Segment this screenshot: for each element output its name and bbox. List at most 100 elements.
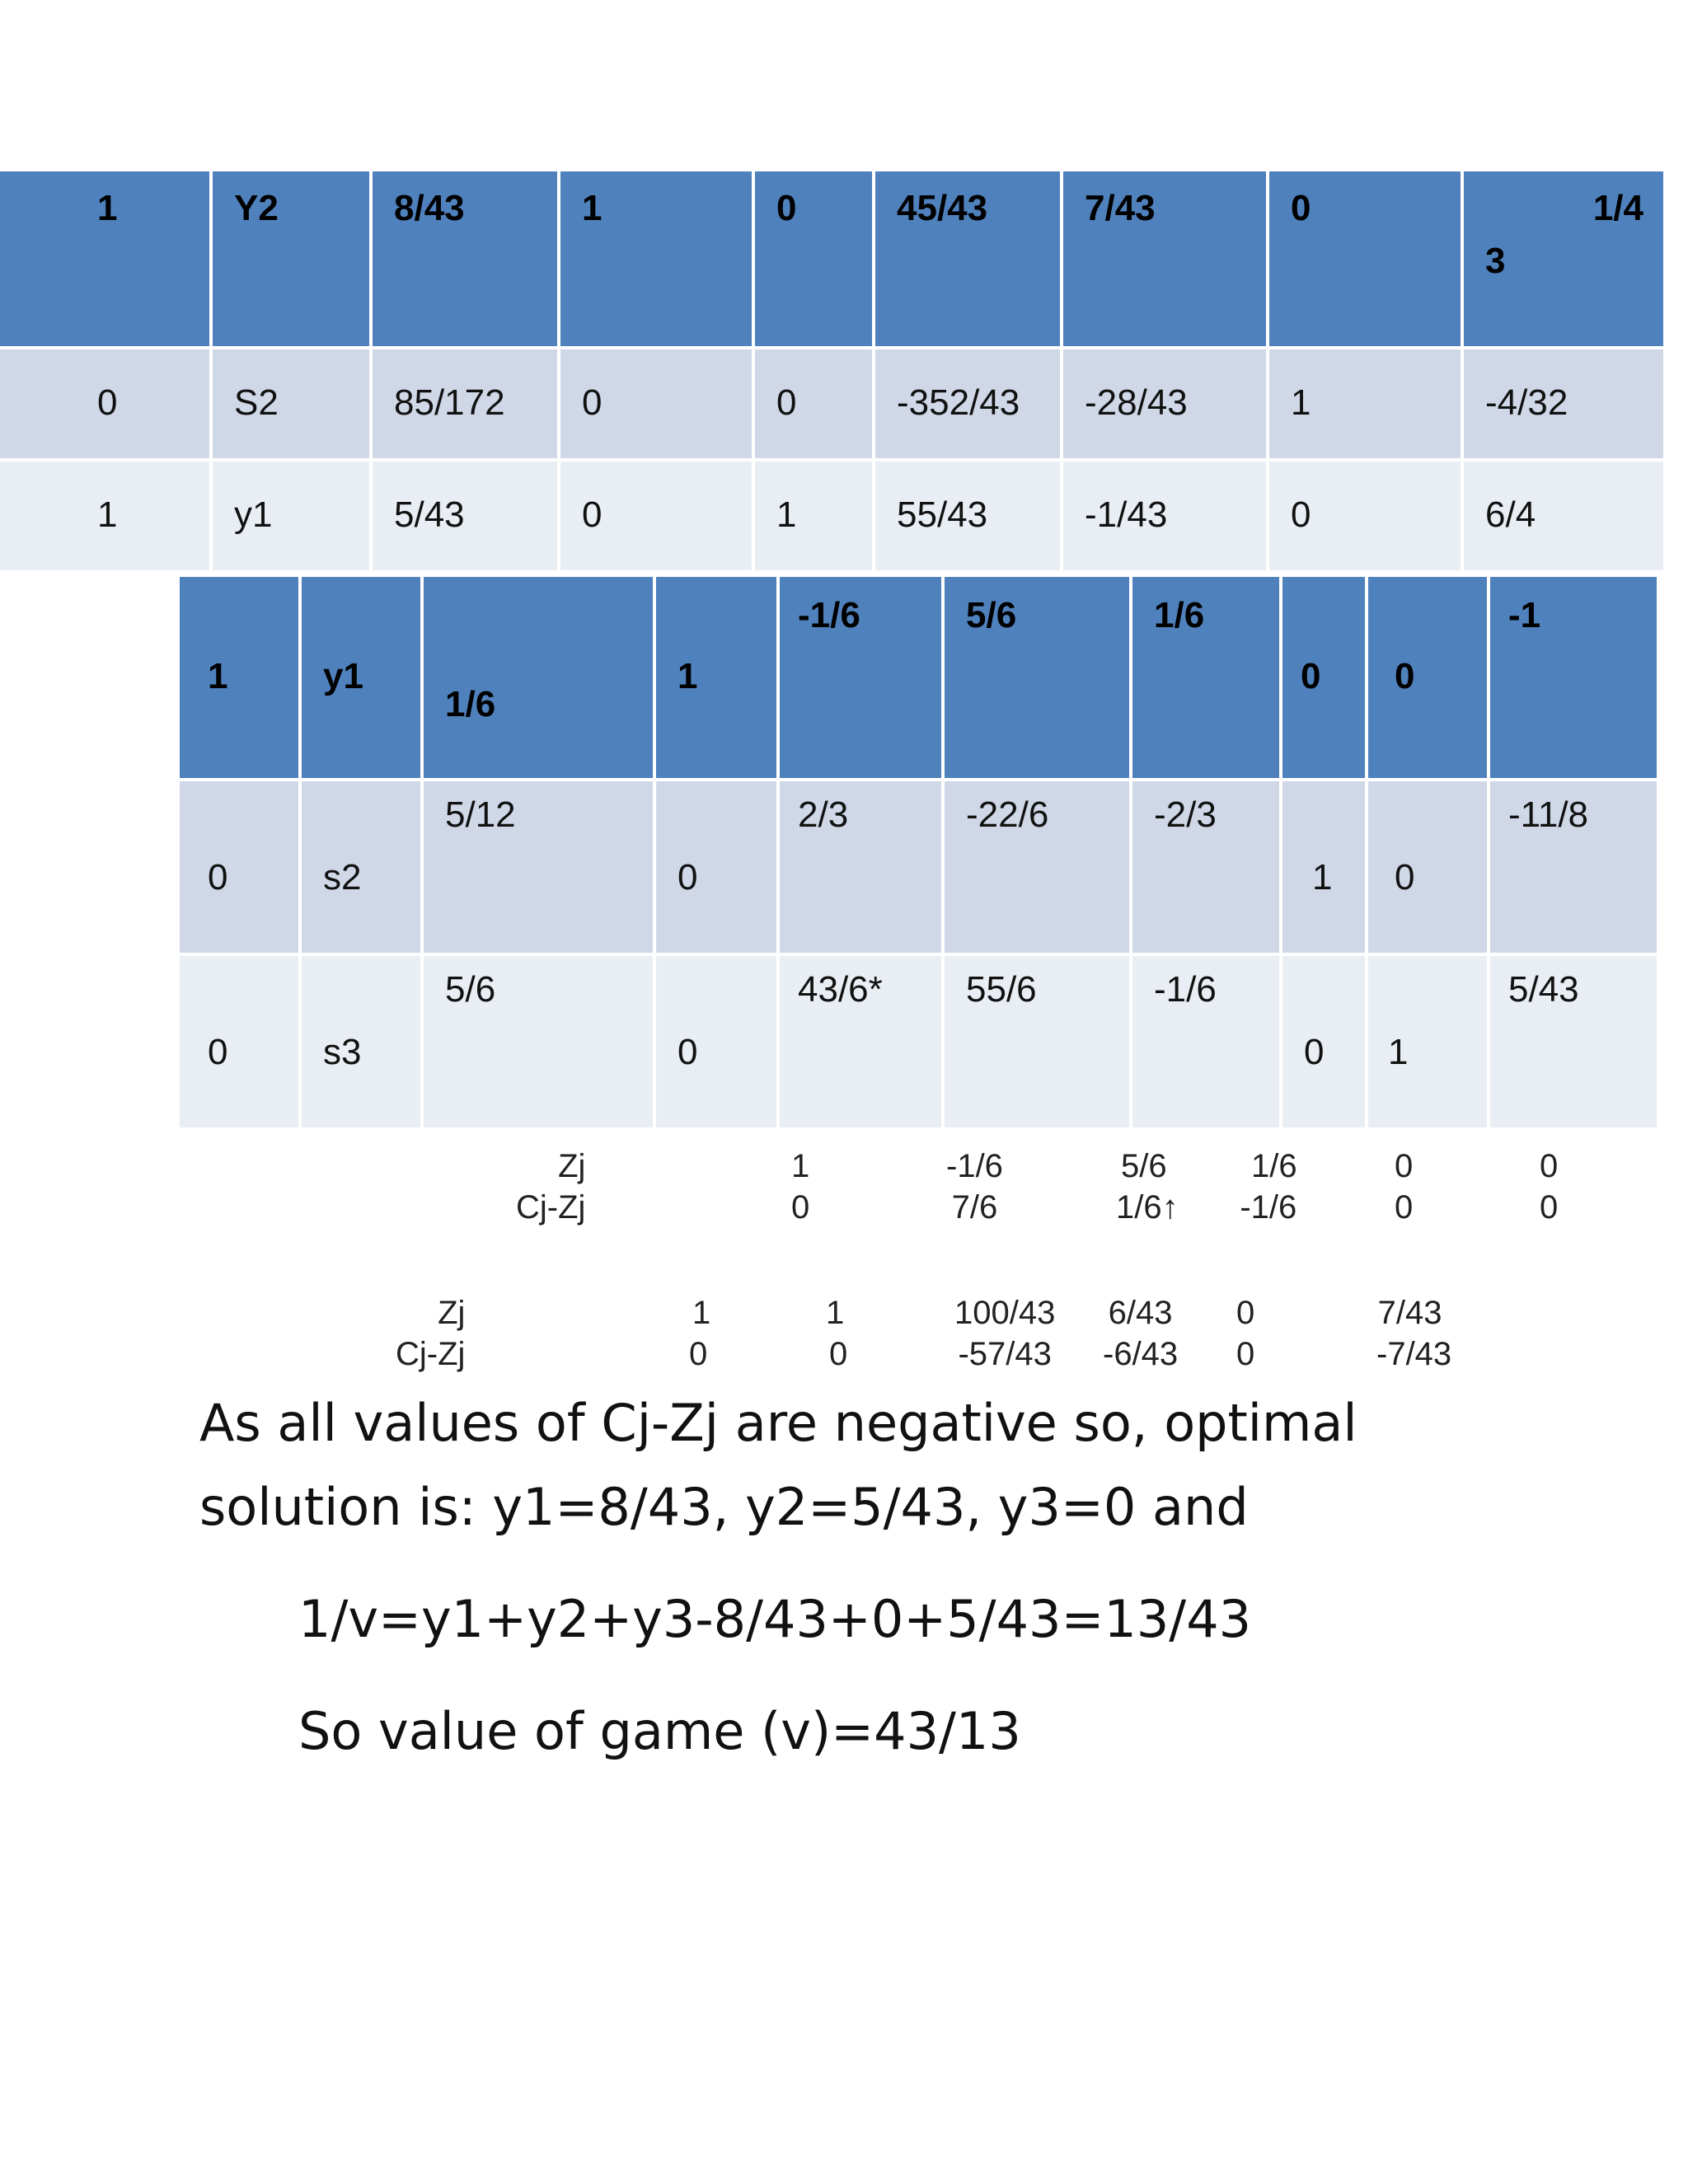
cell-text: 1/6 — [1154, 595, 1205, 635]
cjzj-value: -1/6 — [1240, 1189, 1297, 1226]
calc1-col: 0 0 — [1395, 1146, 1413, 1228]
table-cell: 0 — [1281, 954, 1368, 1131]
cjzj-value: 0 — [1540, 1189, 1559, 1226]
zj-value: 1 — [826, 1295, 845, 1331]
zj-value: 0 — [1540, 1148, 1559, 1184]
table-cell: 5/43 — [371, 460, 560, 574]
cell-text: 1 — [678, 656, 698, 696]
table-cell: 0 — [1268, 171, 1464, 349]
cell-text: 0 — [1395, 857, 1415, 898]
cjzj-value: 7/6 — [951, 1189, 998, 1226]
table-cell: y1 — [300, 577, 424, 781]
table-row: 0 s3 5/6 0 43/6* 55/6 -1/6 0 1 5/43 — [180, 954, 1660, 1131]
table-cell: -2/3 — [1131, 780, 1282, 956]
table-cell: 55/6 — [943, 954, 1132, 1131]
table-cell: 0 — [559, 348, 755, 462]
cjzj-value: -57/43 — [958, 1336, 1052, 1372]
cell-text: 2/3 — [798, 794, 849, 835]
cell-text: 0 — [208, 1032, 228, 1072]
table-cell: 5/43 — [1489, 954, 1660, 1131]
table-cell: 1 — [654, 577, 780, 781]
table-cell: 0 — [753, 171, 875, 349]
zj-value: 1 — [692, 1295, 711, 1331]
calc1-col: 1/6 -1/6 — [1240, 1146, 1297, 1228]
cell-text: 1/6 — [445, 684, 496, 724]
cjzj-value: -7/43 — [1376, 1336, 1452, 1372]
cell-text: 0 — [678, 1032, 698, 1072]
conclusion-line-2: solution is: y1=8/43, y2=5/43, y3=0 and — [199, 1477, 1249, 1537]
table-cell: 1 — [0, 171, 213, 349]
cjzj-value: 1/6↑ — [1116, 1189, 1179, 1226]
calc1-labels: Zj Cj-Zj — [516, 1146, 585, 1228]
table-cell: 7/43 — [1062, 171, 1269, 349]
calc2-col: 0 0 — [1236, 1292, 1254, 1375]
zj-value: 100/43 — [954, 1295, 1056, 1331]
cell-text: 0 — [1301, 656, 1321, 696]
zj-value: 7/43 — [1377, 1295, 1442, 1331]
cjzj-value: 0 — [1236, 1336, 1255, 1372]
cjzj-value: 0 — [689, 1336, 708, 1372]
calc1-col: 0 0 — [1540, 1146, 1558, 1228]
cell-text: -22/6 — [966, 794, 1049, 835]
table-cell: 6/4 — [1462, 460, 1667, 574]
simplex-table-1: 1 Y2 8/43 1 0 45/43 7/43 0 1/4 3 0 S2 85… — [0, 171, 1667, 574]
table-cell: 0 — [654, 780, 780, 956]
cell-text: 1 — [208, 656, 228, 696]
cjzj-value: 0 — [791, 1189, 810, 1226]
table-cell: 0 — [753, 348, 875, 462]
calc1-col: -1/6 7/6 — [946, 1146, 1003, 1228]
table-row: 0 S2 85/172 0 0 -352/43 -28/43 1 -4/32 — [0, 348, 1667, 462]
table-row: 0 s2 5/12 0 2/3 -22/6 -2/3 1 0 -11/8 — [180, 780, 1660, 956]
table-cell: 1/6 — [1131, 577, 1282, 781]
table-cell: 0 — [1281, 577, 1368, 781]
zj-value: 1 — [791, 1148, 810, 1184]
cell-text: -1/6 — [1154, 969, 1217, 1010]
calc2-col: 7/43 -7/43 — [1368, 1292, 1451, 1375]
cell-text: 1 — [1312, 857, 1333, 898]
cell-text: s2 — [323, 857, 362, 898]
calc2-col: 100/43 -57/43 — [954, 1292, 1055, 1375]
table-cell: -352/43 — [874, 348, 1063, 462]
zj-value: 0 — [1395, 1148, 1414, 1184]
calc2-labels: Zj Cj-Zj — [396, 1292, 465, 1375]
table-cell: 5/12 — [422, 780, 656, 956]
cjzj-value: -6/43 — [1103, 1336, 1179, 1372]
table-cell: 0 — [1367, 780, 1490, 956]
conclusion-line-1: As all values of Cj-Zj are negative so, … — [199, 1393, 1357, 1453]
table-cell: 1/6 — [422, 577, 656, 781]
cell-text: 0 — [208, 857, 228, 898]
zj-label: Zj — [558, 1148, 586, 1184]
table-cell: -4/32 — [1462, 348, 1667, 462]
table-cell: Y2 — [211, 171, 373, 349]
table-cell: -28/43 — [1062, 348, 1269, 462]
table-cell: 0 — [559, 460, 755, 574]
header-last-bottom: 3 — [1485, 241, 1506, 281]
calc1-col: 5/6 1/6↑ — [1109, 1146, 1179, 1228]
header-last-top: 1/4 — [1592, 188, 1643, 228]
cell-text: -1/6 — [798, 595, 860, 635]
table-cell: 55/43 — [874, 460, 1063, 574]
table-cell: -1 — [1489, 577, 1660, 781]
equation-line: 1/v=y1+y2+y3-8/43+0+5/43=13/43 — [298, 1589, 1252, 1649]
cell-text: 0 — [1395, 656, 1415, 696]
table-cell: 1 — [1281, 780, 1368, 956]
cell-text: 5/6 — [966, 595, 1017, 635]
zj-value: 5/6 — [1121, 1148, 1167, 1184]
cell-text: -11/8 — [1508, 794, 1589, 835]
table-cell: s3 — [300, 954, 424, 1131]
zj-value: -1/6 — [946, 1148, 1003, 1184]
zj-value: 0 — [1236, 1295, 1255, 1331]
table-cell: 1/4 3 — [1462, 171, 1667, 349]
zj-value: 6/43 — [1108, 1295, 1173, 1331]
cell-text: s3 — [323, 1032, 362, 1072]
table-cell: 8/43 — [371, 171, 560, 349]
calc1-col: 1 0 — [791, 1146, 809, 1228]
cell-text: 0 — [678, 857, 698, 898]
table-cell: 45/43 — [874, 171, 1063, 349]
table-cell: 2/3 — [778, 780, 945, 956]
table-cell: 1 — [753, 460, 875, 574]
cell-text: 0 — [1304, 1032, 1325, 1072]
cjzj-value: 0 — [829, 1336, 848, 1372]
table-cell: 85/172 — [371, 348, 560, 462]
table-cell: 0 — [654, 954, 780, 1131]
